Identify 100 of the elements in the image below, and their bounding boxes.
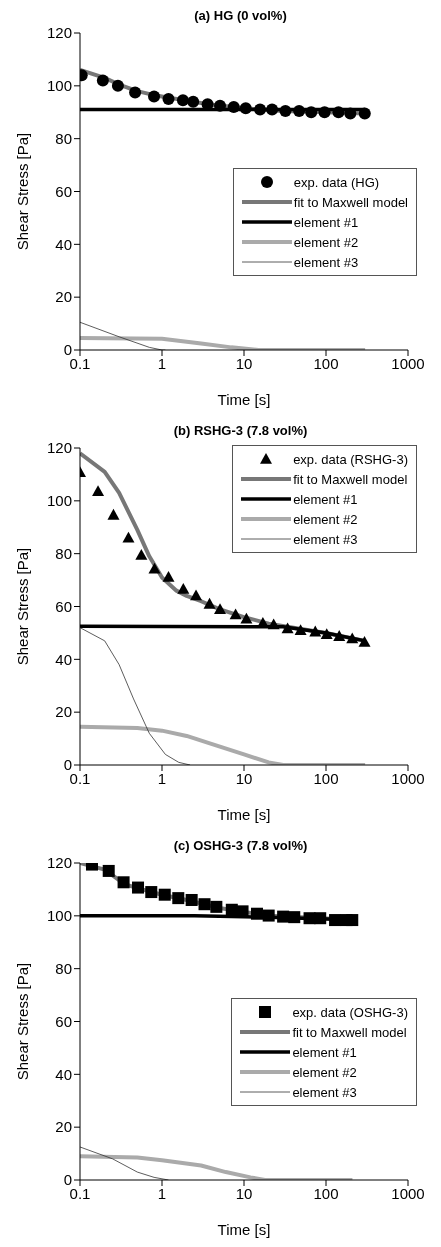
chart-title: (b) RSHG-3 (7.8 vol%) xyxy=(172,423,309,438)
point xyxy=(185,893,198,906)
y-tick-label: 40 xyxy=(55,650,72,668)
point xyxy=(314,912,327,925)
x-tick-label: 0.1 xyxy=(69,354,91,372)
point xyxy=(162,570,175,582)
point xyxy=(210,900,223,913)
point xyxy=(172,892,185,905)
y-axis-title: Shear Stress [Pa] xyxy=(14,962,32,1081)
y-axis-title: Shear Stress [Pa] xyxy=(14,547,32,666)
y-tick-label: 0 xyxy=(63,756,72,774)
point xyxy=(250,907,263,920)
y-tick-label: 0 xyxy=(63,1171,72,1189)
point xyxy=(329,914,342,927)
x-tick-label: 10 xyxy=(235,769,253,787)
point xyxy=(214,603,227,614)
point xyxy=(344,107,357,120)
legend-label: element #2 xyxy=(293,234,359,250)
y-tick-label: 80 xyxy=(55,959,72,977)
point xyxy=(176,94,189,107)
point xyxy=(266,103,279,116)
point xyxy=(279,104,292,117)
point xyxy=(148,90,161,103)
point xyxy=(293,104,306,117)
x-tick-label: 100 xyxy=(313,354,339,372)
point xyxy=(162,93,175,106)
legend-label: element #3 xyxy=(293,531,358,547)
legend-label: fit to Maxwell model xyxy=(293,194,408,210)
x-axis-title: Time [s] xyxy=(217,806,271,823)
point xyxy=(318,106,331,119)
x-tick-label: 0.1 xyxy=(69,769,91,787)
y-tick-label: 100 xyxy=(46,492,72,510)
x-tick-label: 1 xyxy=(157,354,167,372)
y-tick-label: 60 xyxy=(55,182,72,200)
legend-label: fit to Maxwell model xyxy=(293,471,408,487)
point xyxy=(145,886,158,899)
legend-label: element #2 xyxy=(293,511,358,527)
point xyxy=(305,106,318,119)
y-tick-label: 80 xyxy=(55,544,72,562)
point xyxy=(358,107,371,120)
point xyxy=(198,898,211,911)
y-tick-label: 60 xyxy=(55,597,72,615)
point xyxy=(294,624,307,636)
x-tick-label: 100 xyxy=(313,1184,339,1202)
y-tick-label: 40 xyxy=(55,235,72,253)
legend-label: element #2 xyxy=(292,1064,357,1080)
point xyxy=(132,881,145,894)
point xyxy=(332,106,345,119)
x-axis-title: Time [s] xyxy=(217,1221,271,1238)
point xyxy=(229,608,242,620)
legend-label: element #1 xyxy=(293,491,358,507)
legend-label: element #3 xyxy=(293,254,359,270)
point xyxy=(281,622,294,634)
y-tick-label: 100 xyxy=(46,907,72,925)
point xyxy=(346,632,359,644)
point xyxy=(333,630,346,641)
point xyxy=(107,508,120,520)
legend-label: element #3 xyxy=(292,1084,357,1100)
legend-label: element #1 xyxy=(293,214,359,230)
x-tick-label: 100 xyxy=(313,769,339,787)
point xyxy=(214,99,227,112)
point xyxy=(158,888,171,901)
x-tick-label: 10 xyxy=(235,1184,253,1202)
point xyxy=(148,562,161,574)
point xyxy=(320,628,333,640)
y-tick-label: 20 xyxy=(55,703,72,721)
y-tick-label: 60 xyxy=(55,1012,72,1030)
y-tick-label: 80 xyxy=(55,129,72,147)
point xyxy=(187,95,200,108)
legend-label: exp. data (RSHG-3) xyxy=(293,451,408,467)
y-tick-label: 20 xyxy=(55,288,72,306)
x-tick-label: 1000 xyxy=(391,769,425,787)
chart-title: (c) OSHG-3 (7.8 vol%) xyxy=(172,838,309,853)
point xyxy=(225,903,238,916)
point xyxy=(240,612,253,624)
y-tick-label: 40 xyxy=(55,1065,72,1083)
legend-label: exp. data (OSHG-3) xyxy=(292,1004,408,1020)
x-tick-label: 1 xyxy=(157,1184,167,1202)
point xyxy=(358,635,371,647)
point xyxy=(239,102,252,115)
point xyxy=(135,548,148,560)
point xyxy=(277,910,290,923)
point xyxy=(203,597,216,609)
point xyxy=(254,103,267,116)
x-axis-title: Time [s] xyxy=(217,391,271,408)
y-tick-label: 100 xyxy=(46,77,72,95)
x-tick-label: 1000 xyxy=(391,1184,425,1202)
x-tick-label: 1000 xyxy=(391,354,425,372)
point xyxy=(227,100,240,113)
y-tick-label: 120 xyxy=(46,24,72,42)
y-tick-label: 120 xyxy=(46,854,72,872)
legend-label: exp. data (HG) xyxy=(293,174,380,190)
legend-label: element #1 xyxy=(292,1044,357,1060)
x-tick-label: 1 xyxy=(157,769,167,787)
y-tick-label: 20 xyxy=(55,1118,72,1136)
y-tick-label: 0 xyxy=(63,341,72,359)
chart-title: (a) HG (0 vol%) xyxy=(193,8,288,23)
point xyxy=(262,909,275,922)
y-axis-title: Shear Stress [Pa] xyxy=(14,132,32,251)
x-tick-label: 10 xyxy=(235,354,253,372)
